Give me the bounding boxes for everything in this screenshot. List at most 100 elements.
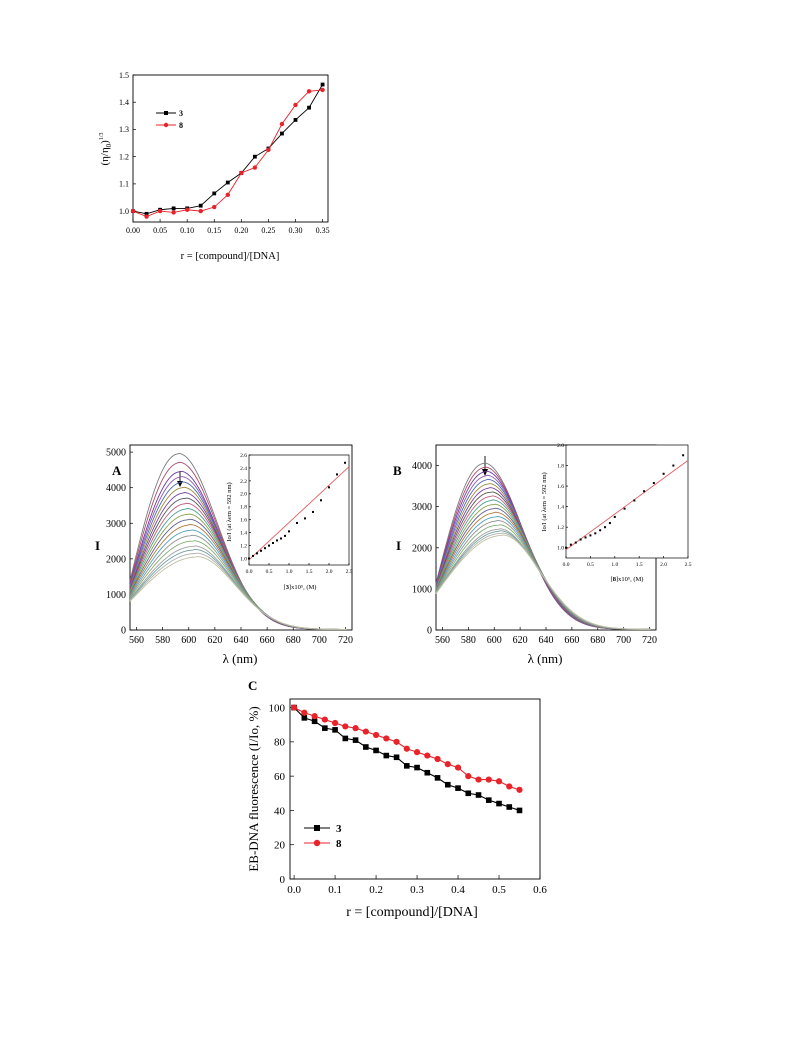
ebdna-series-8-point [393, 738, 400, 745]
inset-a-point [264, 547, 266, 550]
inset-a-point [280, 537, 282, 540]
viscosity-series-3-point [280, 131, 284, 136]
inset-b-y-tick-label: 1.0 [557, 546, 564, 552]
ebdna-x-tick-label: 0.6 [533, 884, 547, 896]
ebdna-x-tick-label: 0.4 [451, 884, 465, 896]
ebdna-series-8-point [321, 716, 328, 723]
inset-a-x-axis-label: [3]x10⁵, (M) [284, 584, 317, 591]
ebdna-series-8-point [352, 725, 359, 732]
inset-b-point [589, 534, 592, 537]
viscosity-series-8-point [144, 214, 149, 219]
inset-b-point [672, 464, 675, 467]
inset-b-point [652, 482, 655, 485]
inset-a-x-tick-label: 0.0 [246, 569, 253, 575]
panel-label-b: B [393, 463, 402, 478]
inset-a-point [304, 517, 306, 520]
ebdna-y-tick-label: 0 [280, 874, 286, 886]
ebdna-series-8-point [413, 749, 421, 756]
inset-b-x-label-prefix: [ [611, 576, 613, 583]
spectra-b-x-tick-label: 560 [435, 635, 450, 646]
inset-b-y-tick-label: 1.6 [557, 484, 564, 490]
spectra-a-x-tick-label: 640 [234, 635, 249, 646]
ebdna-series-8-point [495, 778, 503, 785]
ebdna-series-3-point [373, 747, 379, 754]
inset-b-point [608, 522, 611, 525]
spectra-a-y-tick-label: 0 [121, 626, 126, 637]
inset-a-point [288, 530, 290, 533]
ebdna-series-8-point [403, 745, 410, 752]
ebdna-series-3-point [414, 764, 420, 771]
viscosity-series-8-point [130, 208, 136, 214]
ebdna-series-3-point [485, 797, 492, 803]
inset-a-x-tick-label: 2.5 [346, 569, 353, 575]
ebdna-series-3-point [444, 781, 451, 788]
inset-a-y-tick-label: 1.4 [240, 531, 247, 537]
ebdna-y-axis-label: EB-DNA fluorescence (I/Io, %) [246, 706, 261, 871]
inset-b-point [584, 536, 587, 539]
spectra-a-x-tick-label: 720 [338, 635, 353, 646]
spectra-b-x-tick-label: 700 [616, 635, 631, 646]
inset-a-y-tick-label: 2.6 [240, 453, 247, 459]
inset-a-point [320, 499, 322, 502]
spectra-a-y-axis-label: I [95, 538, 100, 553]
ebdna-series-8-point [454, 764, 462, 771]
inset-a-point [260, 549, 262, 552]
spectra-b-y-axis-label: I [396, 538, 401, 553]
inset-a-y-axis-label: Io/I (at λem = 592 nm) [226, 482, 233, 541]
inset-b-x-tick-label: 1.5 [636, 562, 643, 568]
inset-b-point [594, 532, 597, 535]
viscosity-legend-label-3: 3 [179, 109, 183, 118]
inset-b-y-tick-label: 1.8 [557, 463, 564, 469]
inset-a-x-tick-label: 2.0 [326, 569, 333, 575]
viscosity-plot-frame [132, 74, 329, 223]
spectra-b-curve [435, 534, 651, 630]
inset-b-x-tick-label: 0.0 [563, 562, 570, 568]
spectra-a-y-tick-label: 2000 [106, 554, 126, 565]
viscosity-series-8-point [293, 102, 298, 108]
spectra-a-x-tick-label: 660 [260, 635, 275, 646]
ebdna-series-3-point [383, 752, 390, 759]
spectra-a-x-axis-label: λ (nm) [223, 651, 258, 666]
spectra-b-x-tick-label: 660 [564, 635, 579, 646]
spectra-a-y-tick-label: 1000 [106, 590, 126, 601]
ebdna-legend-marker-8 [313, 839, 321, 847]
ebdna-series-3-point [342, 735, 349, 742]
inset-a-point [252, 554, 254, 557]
inset-a-plot-frame [248, 454, 350, 566]
viscosity-series-8-point [184, 207, 190, 212]
ebdna-series-8-point [362, 728, 369, 735]
spectra-b-y-tick-label: 1000 [412, 584, 432, 595]
ebdna-series-8-point [342, 723, 349, 730]
ebdna-series-3-point [424, 769, 431, 776]
ebdna-x-tick-label: 0.0 [287, 884, 301, 896]
ebdna-series-3-point [465, 790, 472, 797]
ebdna-x-tick-label: 0.5 [492, 884, 506, 896]
inset-a-x-label-bold: 3 [286, 584, 290, 591]
spectra-b-x-tick-label: 620 [513, 635, 528, 646]
inset-a-x-tick-label: 1.0 [286, 569, 293, 575]
ebdna-plot-frame [289, 698, 541, 880]
ebdna-series-8-point [372, 731, 380, 739]
ebdna-series-3-point [404, 763, 410, 769]
inset-b-point [633, 499, 636, 502]
inset-b-x-tick-label: 0.5 [587, 562, 594, 568]
inset-a-point [256, 552, 258, 555]
viscosity-y-tick-label: 1.4 [119, 98, 129, 107]
inset-a-x-label-prefix: [ [284, 584, 286, 591]
ebdna-x-tick-label: 0.3 [410, 884, 424, 896]
spectra-b-y-tick-label: 3000 [412, 502, 432, 513]
ebdna-series-8-point [311, 713, 318, 720]
inset-a-point [284, 534, 286, 537]
ebdna-series-3-point [301, 715, 308, 721]
spectra-a-arrow [177, 471, 183, 487]
ebdna-chart: C EB-DNA fluorescence (I/Io, %) r = [com… [246, 678, 547, 920]
ebdna-x-axis-label: r = [compound]/[DNA] [346, 905, 478, 920]
spectra-a-x-tick-label: 600 [181, 635, 196, 646]
inset-b-y-axis-label: Io/I (at λem = 592 nm) [541, 472, 548, 531]
inset-b-point [613, 515, 616, 518]
viscosity-series-8-point [306, 89, 312, 94]
viscosity-x-axis-label: r = [compound]/[DNA] [181, 251, 280, 262]
ebdna-series-3-point [332, 727, 338, 733]
inset-a-point [296, 521, 298, 524]
viscosity-series-8-line [132, 89, 323, 218]
